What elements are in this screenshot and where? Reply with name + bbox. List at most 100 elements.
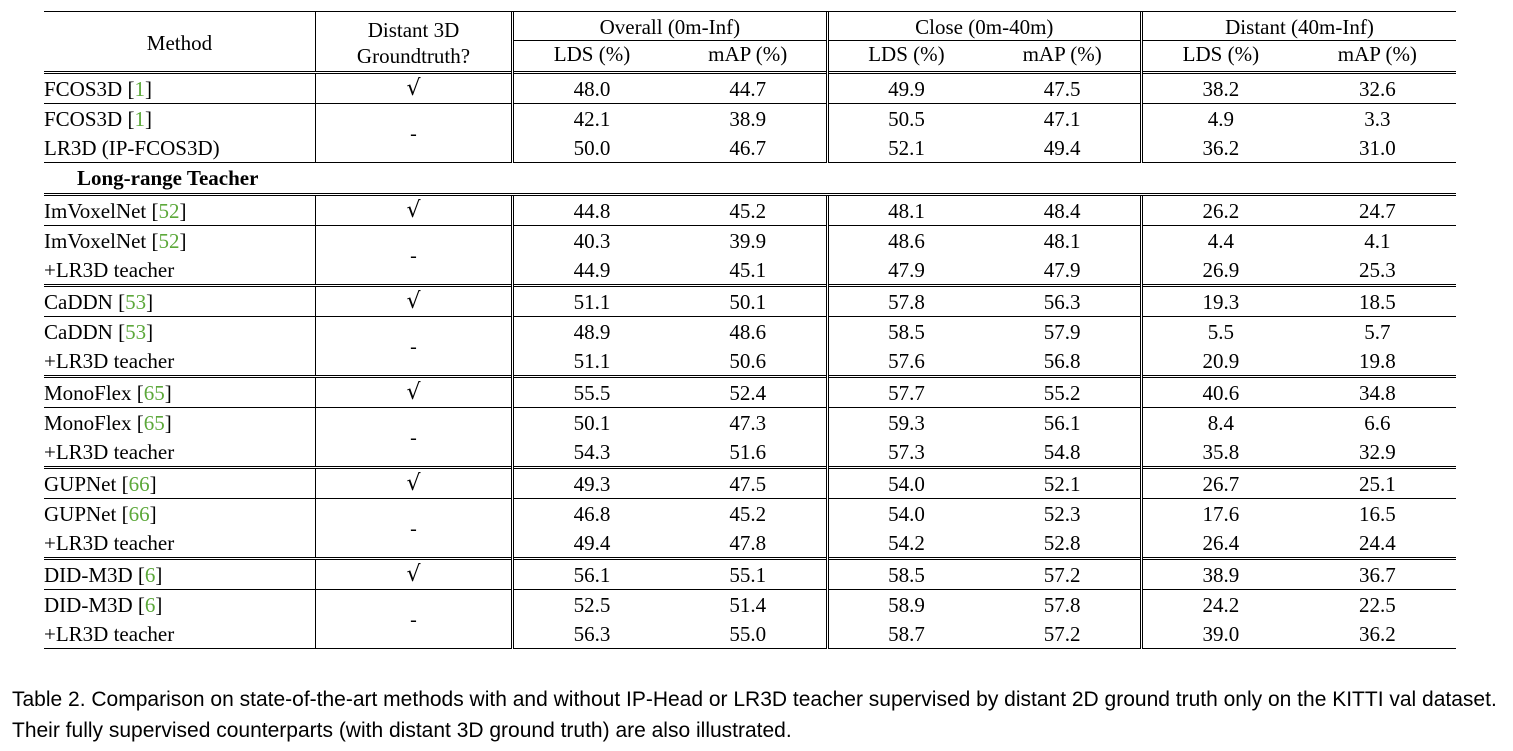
distant-map-header: mAP (%) — [1337, 42, 1417, 66]
citation-link[interactable]: 65 — [143, 410, 165, 435]
close-map-value: 57.9 — [984, 316, 1142, 346]
close-map-value: 47.5 — [984, 71, 1142, 104]
citation-link[interactable]: 66 — [128, 501, 150, 526]
citation-link[interactable]: 1 — [134, 106, 145, 131]
dash-mark: - — [410, 426, 417, 449]
overall-lds-value: 51.1 — [511, 346, 670, 377]
method-name: +LR3D teacher — [44, 621, 175, 646]
overall-map-value: 45.2 — [669, 193, 828, 226]
citation-link[interactable]: 66 — [128, 471, 150, 496]
method-name: ImVoxelNet — [44, 198, 147, 223]
close-header: Close (0m-40m) — [825, 12, 1142, 41]
close-map-value: 57.2 — [984, 619, 1142, 649]
overall-lds-value: 44.9 — [511, 255, 670, 286]
overall-map-value: 52.4 — [669, 375, 828, 408]
overall-map-value: 50.6 — [729, 348, 767, 373]
distant-map-value: 31.0 — [1358, 135, 1396, 160]
table-row: ImVoxelNet [52] - 40.3 39.9 48.6 48.1 4.4 4.1 — [44, 225, 1456, 286]
dash-mark: - — [410, 517, 417, 540]
distant-map-value: 16.5 — [1298, 498, 1456, 528]
overall-lds-value: 42.1 — [511, 103, 670, 133]
overall-map-value: 55.1 — [669, 557, 828, 590]
overall-map-value: 45.2 — [669, 498, 828, 528]
method-name: +LR3D teacher — [44, 530, 175, 555]
overall-map-value: 47.5 — [669, 466, 828, 499]
groundtruth-cell: - — [315, 498, 513, 559]
citation-link[interactable]: 6 — [144, 562, 156, 587]
citation-link[interactable]: 53 — [125, 319, 147, 344]
checkmark-icon: √ — [406, 380, 421, 405]
distant-lds-value: 26.9 — [1140, 255, 1299, 286]
checkmark-icon: √ — [406, 289, 421, 314]
table-row: DID-M3D [6] √ 56.1 55.1 58.5 57.2 38.9 36.7 — [44, 557, 1456, 590]
checkmark-icon: √ — [406, 76, 421, 101]
groundtruth-cell: - — [315, 103, 513, 163]
distant-map-value: 25.3 — [1358, 257, 1396, 282]
citation-link[interactable]: 6 — [144, 592, 156, 617]
results-table-wrapper: Method Distant 3D Groundtruth? Overall (… — [44, 12, 1456, 649]
method-cell: GUPNet [66] — [44, 498, 316, 528]
close-lds-value: 50.5 — [825, 103, 985, 133]
table-row: GUPNet [66] √ 49.3 47.5 54.0 52.1 26.7 25.1 — [44, 466, 1456, 499]
method-name: +LR3D teacher — [44, 348, 175, 373]
overall-lds-value: 46.8 — [511, 498, 670, 528]
close-map-value: 57.2 — [984, 557, 1142, 590]
close-map-value: 56.1 — [984, 407, 1142, 437]
close-lds-value: 58.7 — [825, 619, 985, 649]
section-title: Long-range Teacher — [44, 162, 1456, 195]
overall-map-value: 51.6 — [729, 439, 767, 464]
overall-lds-value: 40.3 — [511, 225, 670, 255]
distant-lds-value: 19.3 — [1140, 284, 1299, 317]
overall-lds-header: LDS (%) — [511, 40, 670, 73]
overall-map-value: 44.7 — [669, 71, 828, 104]
groundtruth-cell: √ — [315, 466, 513, 499]
groundtruth-header-line1: Distant 3D — [367, 17, 460, 42]
close-map-value: 48.4 — [984, 193, 1142, 226]
citation-link[interactable]: 65 — [143, 380, 165, 405]
overall-map-value: 39.9 — [669, 225, 828, 255]
method-cell: +LR3D teacher — [44, 255, 316, 286]
citation-link[interactable]: 53 — [125, 289, 147, 314]
overall-lds-value: 49.4 — [511, 528, 670, 559]
overall-lds-value: 50.1 — [511, 407, 670, 437]
method-name: MonoFlex — [44, 410, 132, 435]
distant-map-value: 36.2 — [1298, 619, 1456, 649]
citation-link[interactable]: 52 — [158, 228, 180, 253]
distant-map-value: 25.1 — [1298, 466, 1456, 499]
dash-mark: - — [410, 335, 417, 358]
close-map-value: 54.8 — [1043, 439, 1081, 464]
method-cell: FCOS3D [1] — [44, 103, 316, 133]
close-map-value: 57.8 — [984, 589, 1142, 619]
overall-lds-value: 56.1 — [511, 557, 670, 590]
method-cell: +LR3D teacher — [44, 346, 316, 377]
citation-link[interactable]: 1 — [134, 76, 145, 101]
table-row: LR3D (IP-FCOS3D) 50.0 46.7 52.1 49.4 36.2 31.0 — [44, 133, 1456, 163]
method-name: LR3D (IP-FCOS3D) — [44, 135, 220, 160]
table-caption: Table 2. Comparison on state-of-the-art … — [12, 688, 1497, 742]
groundtruth-cell: - — [315, 589, 513, 649]
distant-map-value: 6.6 — [1298, 407, 1456, 437]
distant-map-value: 18.5 — [1298, 284, 1456, 317]
distant-map-value: 3.3 — [1298, 103, 1456, 133]
citation-link[interactable]: 52 — [158, 198, 180, 223]
close-map-value: 56.3 — [984, 284, 1142, 317]
distant-lds-value: 20.9 — [1140, 346, 1299, 377]
method-name: FCOS3D — [44, 106, 123, 131]
close-map-value: 52.1 — [984, 466, 1142, 499]
method-cell: CaDDN [53] — [44, 284, 316, 317]
groundtruth-cell: √ — [315, 284, 513, 317]
table-row: +LR3D teacher 54.3 51.6 57.3 54.8 35.8 32.9 — [44, 437, 1456, 468]
groundtruth-header-line2: Groundtruth? — [356, 43, 471, 68]
table-row: MonoFlex [65] √ 55.5 52.4 57.7 55.2 40.6 34.8 — [44, 375, 1456, 408]
method-cell: +LR3D teacher — [44, 619, 316, 649]
overall-lds-value: 51.1 — [511, 284, 670, 317]
method-name: DID-M3D — [44, 562, 133, 587]
distant-lds-value: 26.4 — [1140, 528, 1299, 559]
distant-header: Distant (40m-Inf) — [1140, 12, 1456, 41]
close-map-value: 55.2 — [984, 375, 1142, 408]
distant-map-value: 19.8 — [1358, 348, 1396, 373]
close-lds-value: 54.2 — [825, 528, 985, 559]
table-row: CaDDN [53] √ 51.1 50.1 57.8 56.3 19.3 18.5 — [44, 284, 1456, 317]
overall-map-value: 50.1 — [669, 284, 828, 317]
method-name: MonoFlex — [44, 380, 132, 405]
